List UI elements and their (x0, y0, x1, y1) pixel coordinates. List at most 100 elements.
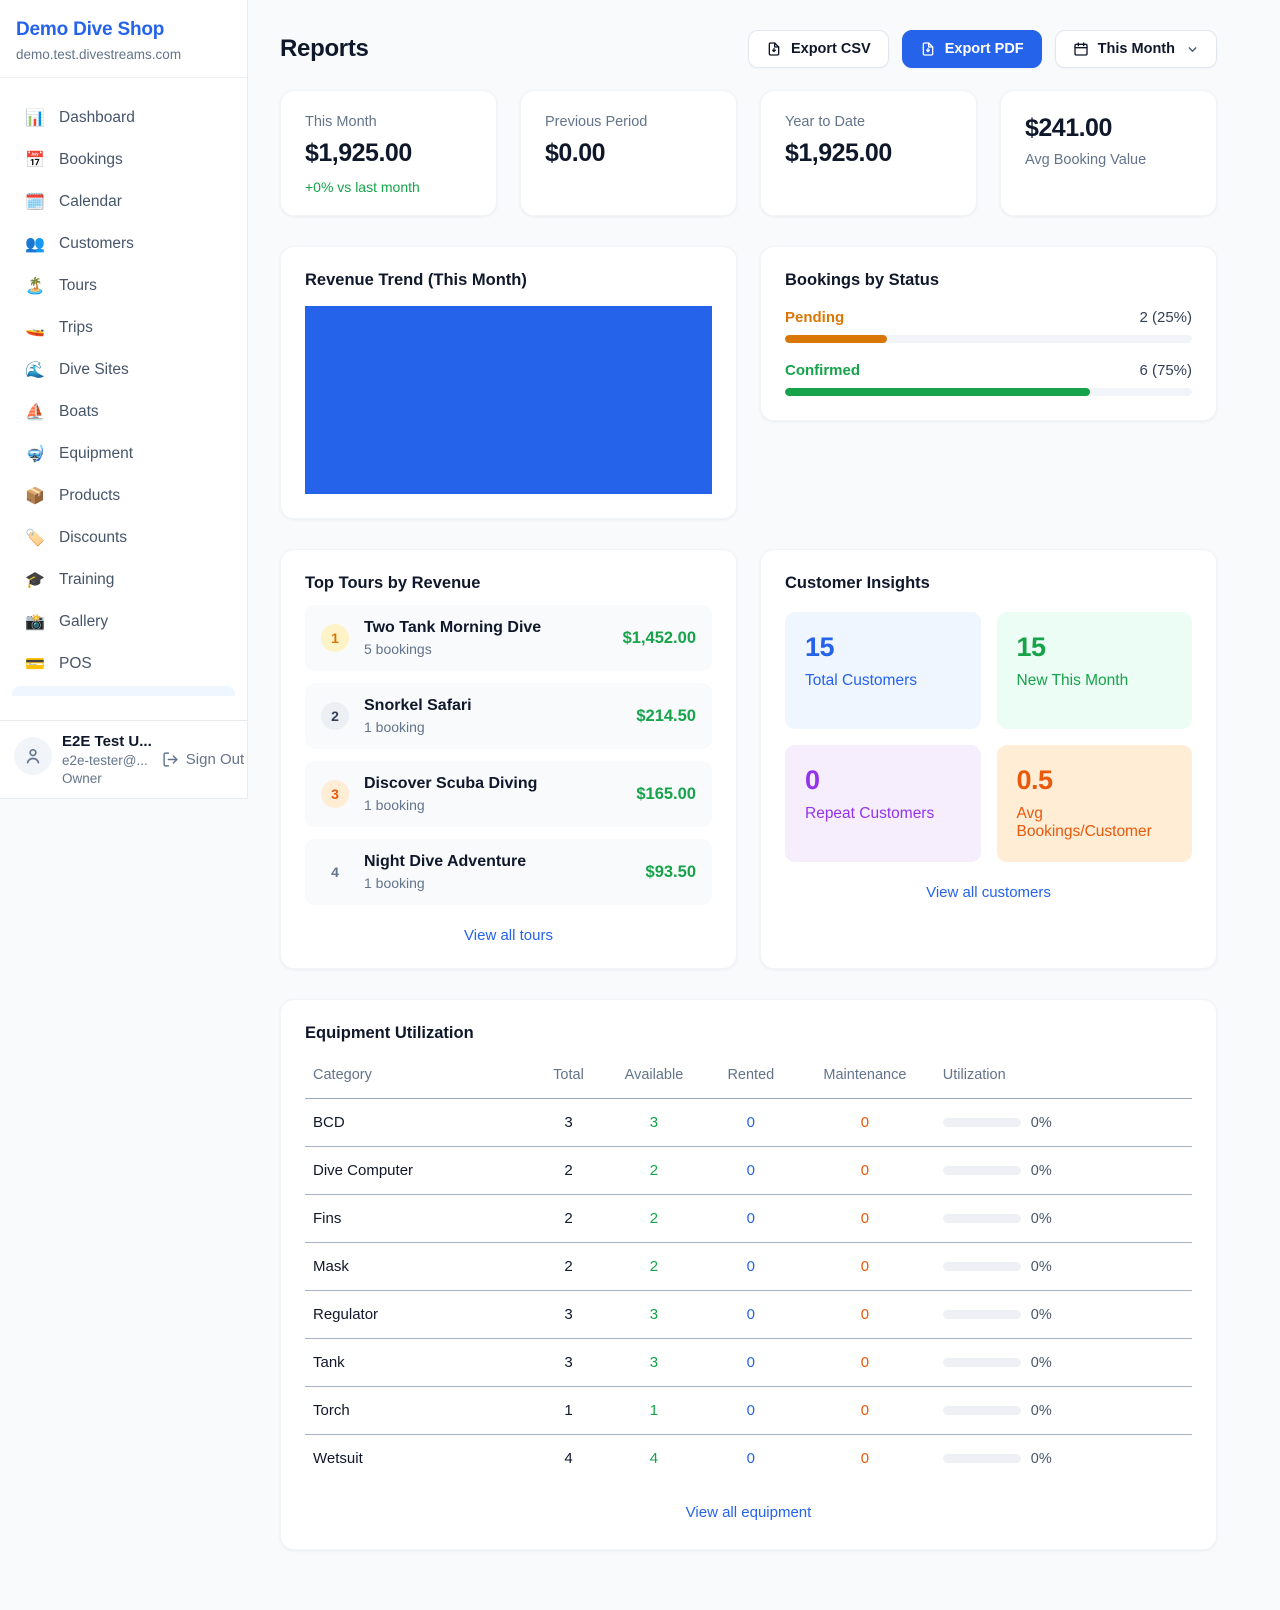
sidebar-nav: 📊 Dashboard 📅 Bookings 🗓️ Calendar 👥 Cus… (0, 78, 247, 720)
tour-revenue: $93.50 (645, 862, 696, 881)
page-title: Reports (280, 35, 369, 62)
user-email: e2e-tester@... (62, 753, 148, 768)
rank-badge: 4 (331, 864, 339, 880)
tour-bookings: 1 booking (364, 875, 425, 891)
insights-row: Top Tours by Revenue 1 Two Tank Morning … (280, 549, 1217, 969)
tour-revenue: $214.50 (636, 706, 696, 725)
sailboat-icon: ⛵ (25, 404, 45, 421)
dive-mask-icon: 🤿 (25, 446, 45, 463)
calendar-icon: 📅 (25, 152, 45, 169)
utilization-bar (942, 1406, 1021, 1415)
sidebar-item-bookings[interactable]: 📅 Bookings (12, 140, 235, 180)
stat-value: $1,925.00 (785, 139, 892, 167)
utilization-bar (942, 1262, 1021, 1271)
rank-badge: 3 (321, 780, 349, 808)
table-row: Regulator 3 3 0 0 0% (305, 1290, 1192, 1339)
sidebar-item-customers[interactable]: 👥 Customers (12, 224, 235, 264)
table-header-row: Category Total Available Rented Maintena… (305, 1055, 1192, 1099)
tour-name: Night Dive Adventure (364, 853, 527, 870)
sidebar-item-label: Bookings (59, 151, 123, 168)
view-all-tours-link[interactable]: View all tours (464, 927, 553, 944)
top-tours-card: Top Tours by Revenue 1 Two Tank Morning … (280, 549, 737, 969)
sidebar-item-label: Training (59, 571, 115, 588)
period-select[interactable]: This Month (1054, 30, 1217, 68)
sidebar-item-label: Tours (59, 277, 97, 294)
stat-card-previous-period: Previous Period $0.00 (520, 90, 737, 216)
spiral-calendar-icon: 🗓️ (25, 194, 45, 211)
tour-revenue: $1,452.00 (622, 628, 696, 647)
tour-bookings: 1 booking (364, 797, 425, 813)
tour-bookings: 1 booking (364, 719, 425, 735)
sidebar-item-calendar[interactable]: 🗓️ Calendar (12, 182, 235, 222)
sidebar-item-dive-sites[interactable]: 🌊 Dive Sites (12, 350, 235, 390)
tour-row: 1 Two Tank Morning Dive 5 bookings $1,45… (305, 605, 712, 671)
sign-out-button[interactable]: Sign Out (162, 751, 244, 768)
sidebar-item-discounts[interactable]: 🏷️ Discounts (12, 518, 235, 558)
tile-repeat-customers: 0 Repeat Customers (785, 745, 981, 862)
status-confirmed: Confirmed 6 (75%) (785, 362, 1192, 396)
tour-row: 3 Discover Scuba Diving 1 booking $165.0… (305, 761, 712, 827)
people-icon: 👥 (25, 236, 45, 253)
island-icon: 🏝️ (25, 278, 45, 295)
file-download-icon (768, 42, 780, 56)
sidebar-item-gallery[interactable]: 📸 Gallery (12, 602, 235, 642)
progress-fill (785, 335, 887, 343)
equipment-utilization-card: Equipment Utilization Category Total Ava… (280, 999, 1217, 1550)
sidebar-item-equipment[interactable]: 🤿 Equipment (12, 434, 235, 474)
stat-value: $241.00 (1025, 114, 1112, 142)
table-row: Torch 1 1 0 0 0% (305, 1386, 1192, 1435)
sidebar-item-pos[interactable]: 💳 POS (12, 644, 235, 684)
wave-icon: 🌊 (25, 362, 45, 379)
bookings-by-status-card: Bookings by Status Pending 2 (25%) Confi… (760, 246, 1217, 421)
graduation-cap-icon: 🎓 (25, 572, 45, 589)
page-header: Reports Export CSV Export PDF (280, 30, 1217, 68)
package-icon: 📦 (25, 488, 45, 505)
user-info: E2E Test U... e2e-tester@... Owner (62, 733, 152, 786)
progress-fill (785, 388, 1091, 396)
utilization-bar (942, 1214, 1021, 1223)
view-all-equipment-link[interactable]: View all equipment (685, 1504, 812, 1521)
table-row: Tank 3 3 0 0 0% (305, 1338, 1192, 1387)
sidebar-item-label: POS (59, 655, 92, 672)
stat-card-year-to-date: Year to Date $1,925.00 (760, 90, 977, 216)
sidebar-item-label: Gallery (59, 613, 109, 630)
stat-value: $0.00 (545, 139, 606, 167)
sidebar-item-reports-partial[interactable] (12, 686, 235, 696)
stat-delta: +0% vs last month (305, 179, 420, 195)
table-row: BCD 3 3 0 0 0% (305, 1098, 1192, 1147)
sidebar-item-label: Calendar (59, 193, 122, 210)
export-csv-button[interactable]: Export CSV (747, 30, 889, 68)
sidebar-item-dashboard[interactable]: 📊 Dashboard (12, 98, 235, 138)
chart-icon: 📊 (25, 110, 45, 127)
camera-icon: 📸 (25, 614, 45, 631)
rank-badge: 2 (321, 702, 349, 730)
export-pdf-button[interactable]: Export PDF (901, 30, 1042, 68)
sidebar-item-trips[interactable]: 🚤 Trips (12, 308, 235, 348)
sidebar-item-training[interactable]: 🎓 Training (12, 560, 235, 600)
calendar-icon (1074, 42, 1088, 56)
user-name: E2E Test U... (62, 733, 152, 750)
person-icon (26, 748, 40, 764)
sidebar-item-label: Boats (59, 403, 99, 420)
tour-name: Snorkel Safari (364, 697, 472, 714)
tour-name: Discover Scuba Diving (364, 775, 538, 792)
sidebar-item-boats[interactable]: ⛵ Boats (12, 392, 235, 432)
stats-row: This Month $1,925.00 +0% vs last month P… (280, 90, 1217, 216)
tile-new-this-month: 15 New This Month (996, 612, 1192, 729)
table-row: Fins 2 2 0 0 0% (305, 1194, 1192, 1243)
sidebar-item-label: Products (59, 487, 121, 504)
stat-card-this-month: This Month $1,925.00 +0% vs last month (280, 90, 497, 216)
sidebar-item-products[interactable]: 📦 Products (12, 476, 235, 516)
tour-revenue: $165.00 (636, 784, 696, 803)
revenue-trend-chart (305, 306, 712, 494)
revenue-trend-card: Revenue Trend (This Month) (280, 246, 737, 519)
charts-row: Revenue Trend (This Month) Bookings by S… (280, 246, 1217, 519)
utilization-bar (942, 1310, 1021, 1319)
sidebar-item-label: Trips (59, 319, 93, 336)
tile-total-customers: 15 Total Customers (785, 612, 981, 729)
view-all-customers-link[interactable]: View all customers (926, 884, 1051, 901)
sidebar-item-label: Customers (59, 235, 134, 252)
sidebar-user-section: E2E Test U... e2e-tester@... Owner Sign … (0, 720, 247, 798)
sidebar-item-tours[interactable]: 🏝️ Tours (12, 266, 235, 306)
shop-name: Demo Dive Shop (16, 19, 165, 40)
